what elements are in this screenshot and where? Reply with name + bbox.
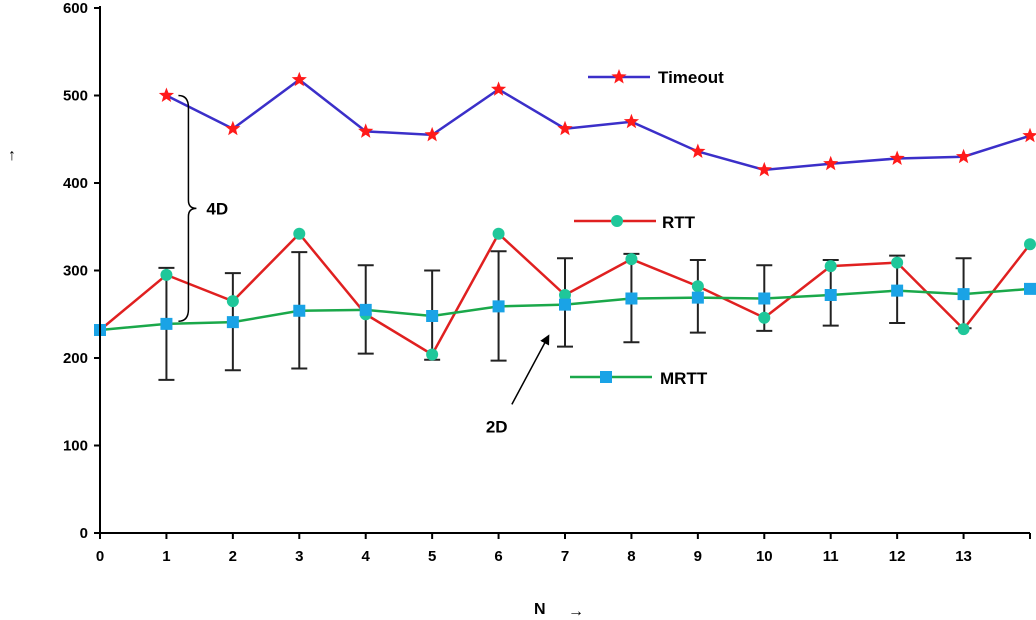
x-tick-label: 1	[162, 548, 170, 565]
point-rtt	[226, 295, 239, 308]
y-tick-label: 500	[63, 88, 88, 105]
point-timeout	[623, 113, 640, 129]
point-rtt	[426, 348, 439, 361]
point-timeout	[955, 148, 972, 164]
legend-item-rtt: RTT	[574, 213, 696, 232]
point-rtt	[891, 256, 904, 269]
point-rtt	[1024, 238, 1036, 251]
x-tick-label: 0	[96, 548, 104, 565]
point-mrtt	[691, 291, 704, 304]
legend-item-mrtt: MRTT	[570, 369, 708, 388]
point-mrtt	[492, 300, 505, 313]
point-rtt	[160, 268, 173, 281]
annotation-4d-label: 4D	[206, 199, 228, 218]
series-line-timeout	[165, 78, 1031, 172]
point-timeout	[490, 81, 507, 96]
point-mrtt	[1024, 282, 1036, 295]
point-timeout	[225, 120, 241, 136]
point-timeout	[1022, 127, 1036, 143]
point-rtt	[293, 227, 306, 240]
x-tick-label: 6	[494, 548, 502, 565]
x-tick-label: 10	[756, 548, 773, 565]
legend-timeout-marker	[611, 69, 627, 84]
x-tick-label: 3	[295, 548, 303, 565]
legend: Timeout RTT MRTT	[570, 68, 724, 388]
point-mrtt	[824, 289, 837, 301]
legend-mrtt-marker	[600, 371, 612, 383]
legend-rtt-marker	[611, 215, 623, 227]
x-axis-arrow: →	[568, 603, 584, 620]
brace-4d	[178, 94, 197, 322]
x-tick-label: 7	[561, 548, 569, 565]
x-tick-label: 13	[955, 548, 972, 565]
y-tick-label: 200	[63, 350, 88, 367]
legend-mrtt-label: MRTT	[660, 369, 708, 388]
x-tick-label: 4	[362, 548, 371, 565]
point-timeout	[158, 87, 175, 102]
point-rtt	[824, 260, 837, 273]
x-tick-label: 12	[889, 548, 906, 565]
y-axis-arrow: ↑	[8, 147, 16, 164]
point-timeout	[823, 155, 839, 171]
x-tick-label: 2	[229, 548, 237, 565]
point-timeout	[291, 71, 307, 87]
point-mrtt	[957, 288, 970, 301]
point-timeout	[424, 126, 440, 142]
point-mrtt	[625, 292, 638, 305]
point-timeout	[889, 150, 905, 165]
point-mrtt	[226, 316, 239, 329]
x-tick-label: 5	[428, 548, 436, 565]
legend-rtt-label: RTT	[662, 213, 696, 232]
point-rtt	[625, 253, 638, 266]
point-mrtt	[359, 303, 372, 316]
point-rtt	[758, 311, 771, 324]
x-axis-label: N	[534, 601, 546, 618]
point-timeout	[557, 120, 573, 136]
point-mrtt	[559, 298, 571, 311]
x-tick-label: 11	[823, 548, 839, 565]
point-mrtt	[160, 317, 173, 330]
annotation-2d-label: 2D	[486, 417, 508, 436]
legend-timeout-label: Timeout	[658, 68, 724, 87]
series-layer	[94, 71, 1036, 381]
x-tick-label: 9	[694, 548, 702, 565]
point-mrtt	[293, 304, 306, 317]
point-timeout	[756, 161, 772, 177]
point-rtt	[957, 323, 970, 336]
y-tick-label: 300	[63, 263, 88, 280]
point-mrtt	[426, 310, 439, 322]
point-rtt	[492, 227, 505, 240]
point-mrtt	[891, 284, 904, 297]
y-tick-label: 100	[63, 438, 88, 455]
y-tick-label: 0	[80, 525, 88, 542]
legend-item-timeout: Timeout	[588, 68, 724, 87]
point-timeout	[358, 123, 374, 138]
y-tick-label: 400	[63, 175, 88, 192]
arrow-2d	[511, 334, 550, 405]
point-rtt	[559, 289, 571, 301]
point-rtt	[691, 280, 704, 293]
x-tick-label: 8	[627, 548, 635, 565]
point-timeout	[690, 143, 706, 158]
y-tick-label: 600	[63, 0, 88, 17]
point-mrtt	[758, 292, 771, 305]
